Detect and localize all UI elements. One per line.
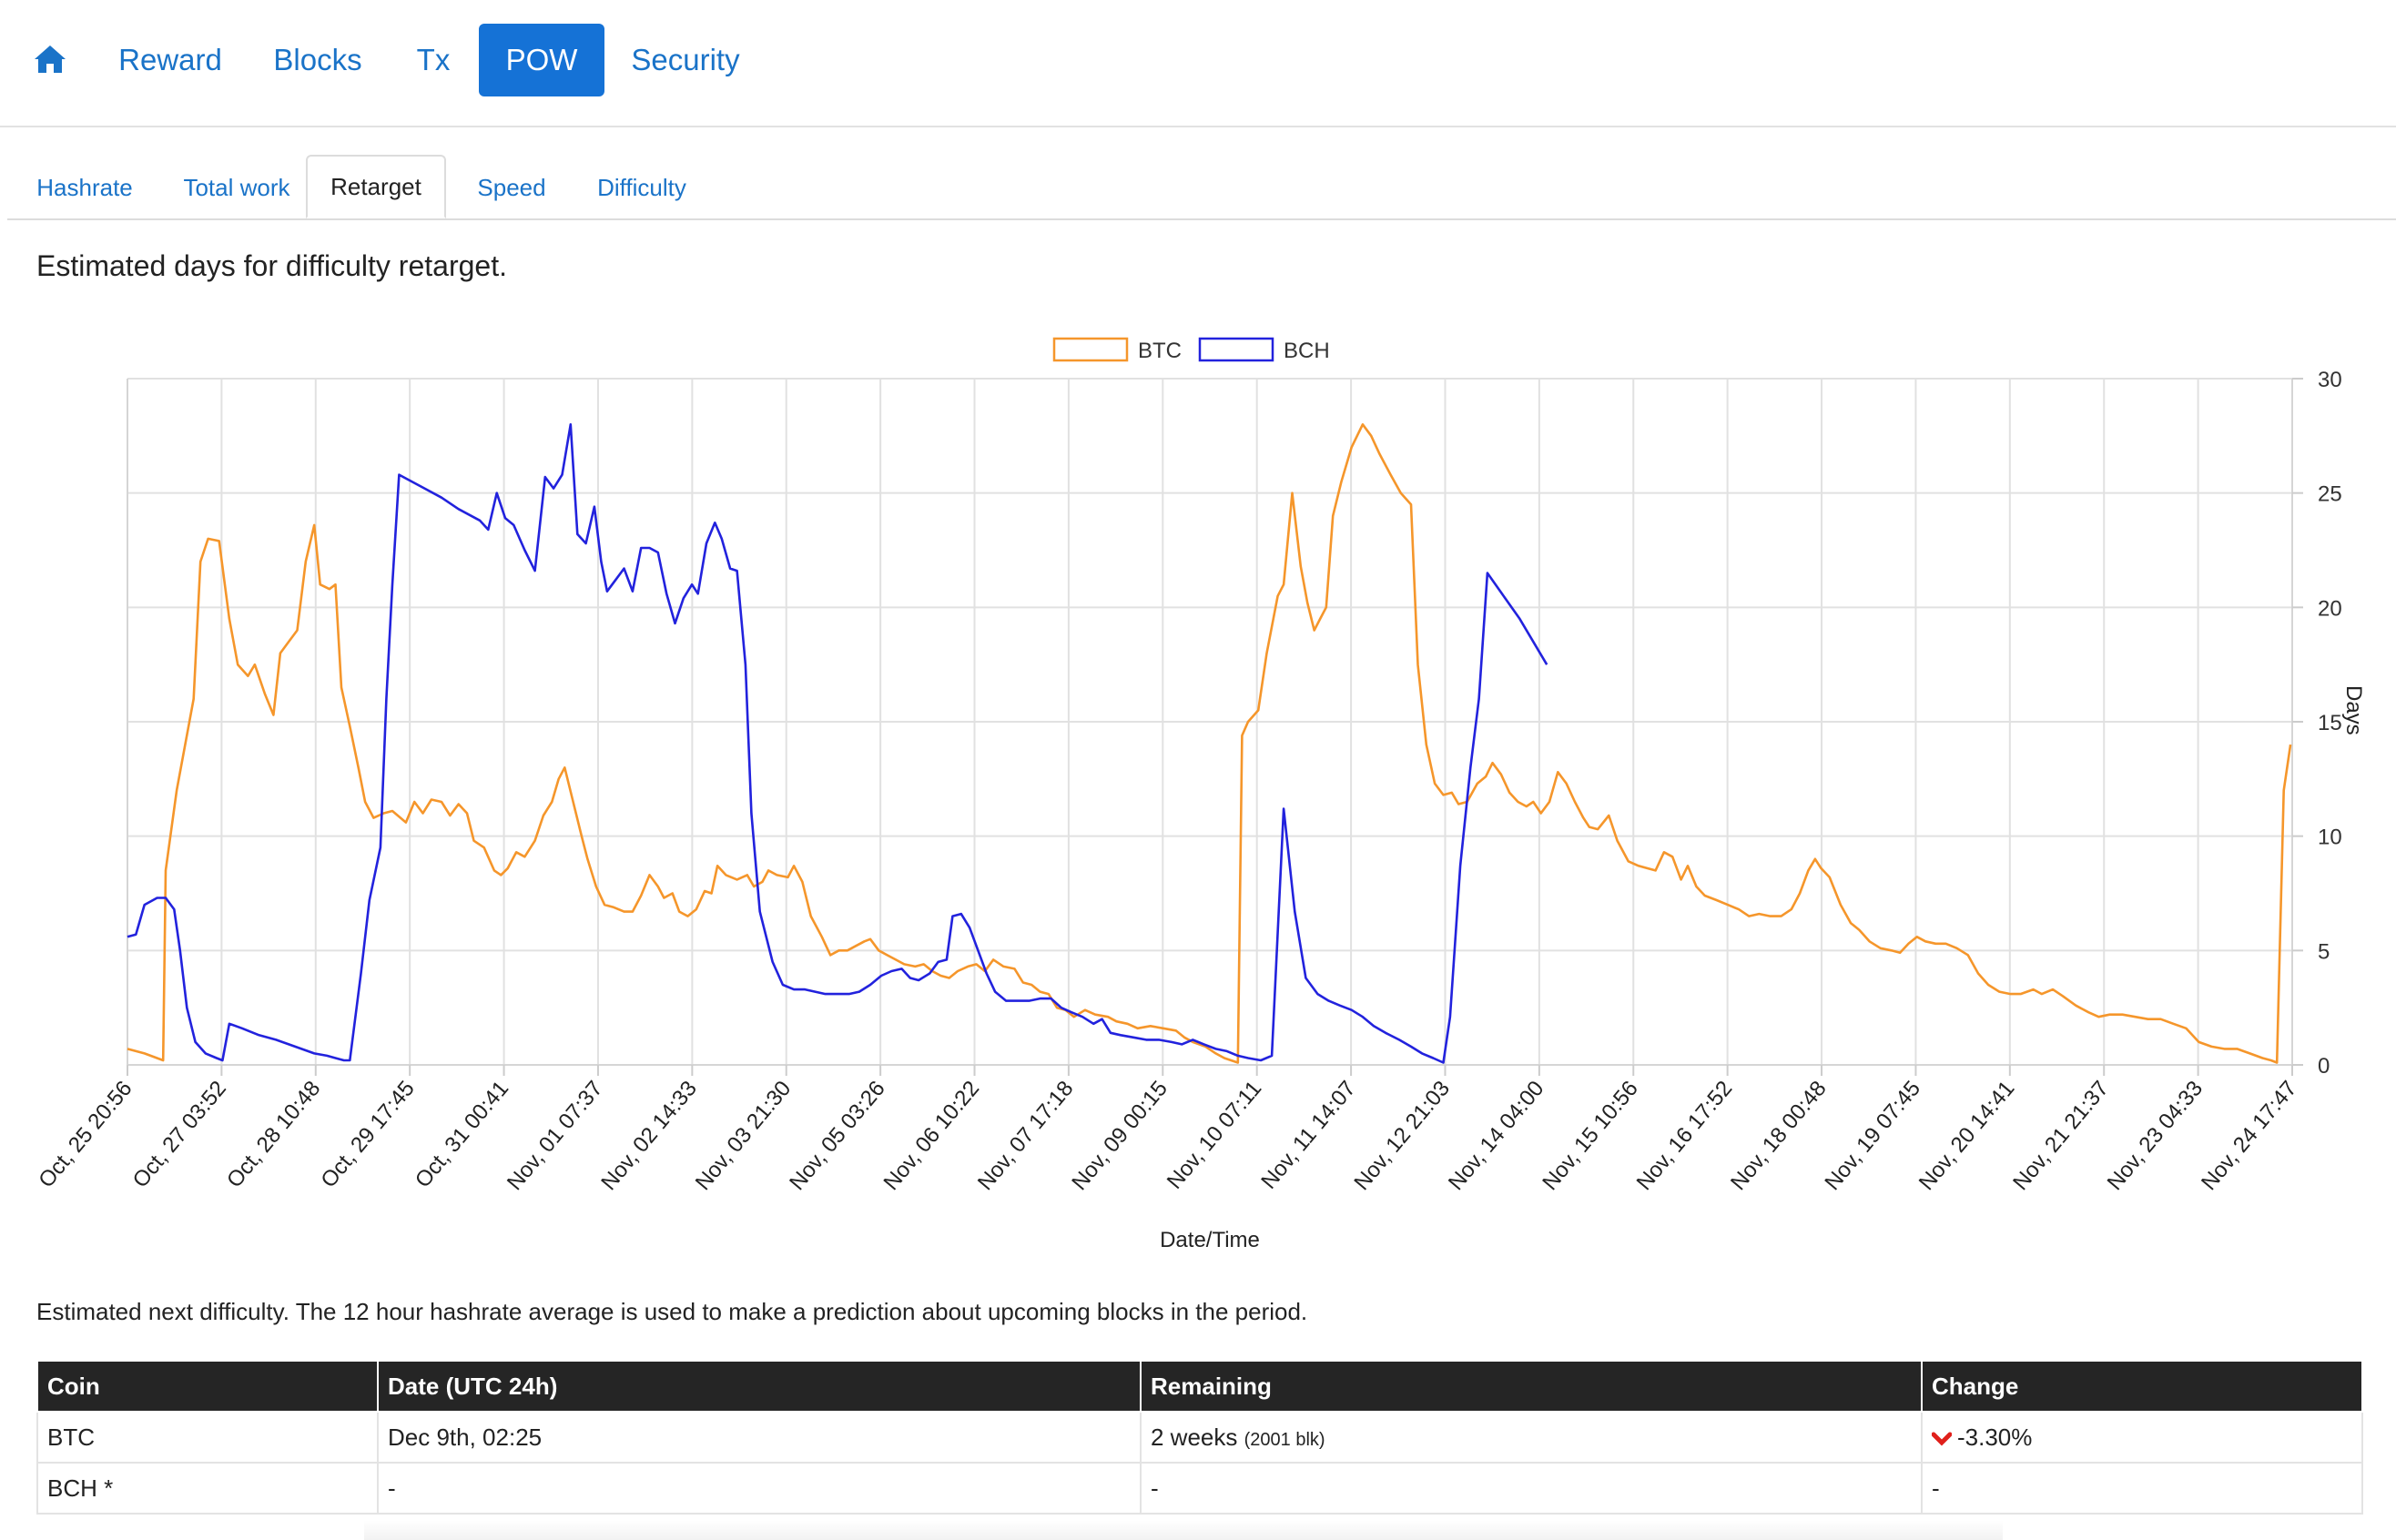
tab-hashrate[interactable]: Hashrate: [36, 174, 133, 201]
x-tick-label: Nov, 11 14:07: [1256, 1077, 1360, 1194]
date-cell: Dec 9th, 02:25: [377, 1411, 1142, 1464]
page-title: Estimated days for difficulty retarget.: [36, 249, 507, 282]
table-header-row: Coin Date (UTC 24h) Remaining Change: [36, 1360, 2363, 1413]
tab-difficulty[interactable]: Difficulty: [597, 174, 686, 201]
x-tick-label: Nov, 14 04:00: [1444, 1077, 1549, 1195]
col-change: Change: [1921, 1360, 2363, 1413]
coin-cell: BTC: [36, 1411, 379, 1464]
y-tick-label: 25: [2318, 482, 2342, 507]
x-tick-label: Oct, 28 10:48: [222, 1077, 325, 1193]
remaining-cell: 2 weeks (2001 blk): [1140, 1411, 1923, 1464]
footer-shade: [364, 1520, 2003, 1540]
chart-tabs: Hashrate Total work Retarget Speed Diffi…: [7, 155, 2396, 220]
x-tick-label: Oct, 27 03:52: [128, 1077, 231, 1193]
chart-series: [127, 423, 2292, 1064]
x-tick-label: Nov, 09 00:15: [1067, 1077, 1173, 1195]
x-tick-label: Nov, 19 07:45: [1820, 1077, 1925, 1195]
nav-blocks[interactable]: Blocks: [273, 43, 362, 76]
x-tick-label: Nov, 05 03:26: [785, 1077, 890, 1195]
date-cell: -: [377, 1462, 1142, 1515]
x-tick-label: Nov, 02 14:33: [596, 1077, 702, 1195]
series-line-btc: [127, 423, 2292, 1064]
legend-swatch-bch: [1198, 337, 1274, 362]
difficulty-table: Coin Date (UTC 24h) Remaining Change BTC…: [36, 1360, 2363, 1515]
home-icon[interactable]: [33, 44, 67, 75]
change-value: -3.30%: [1957, 1423, 2033, 1451]
x-tick-label: Nov, 10 07:11: [1162, 1077, 1266, 1194]
x-tick-label: Oct, 25 20:56: [34, 1077, 137, 1193]
main-nav: Reward Blocks Tx POW Security: [0, 0, 2396, 127]
x-tick-label: Nov, 21 21:37: [2008, 1077, 2114, 1195]
chart-legend: BTC BCH: [1052, 337, 1330, 363]
y-tick-label: 10: [2318, 826, 2342, 850]
y-axis: 0 5 10 15 20 25 30: [2292, 368, 2342, 1079]
x-tick-label: Nov, 23 04:33: [2103, 1077, 2208, 1195]
coin-cell: BCH *: [36, 1462, 379, 1515]
change-cell: -3.30%: [1921, 1411, 2363, 1464]
x-tick-label: Nov, 15 10:56: [1538, 1077, 1643, 1195]
series-line-bch: [127, 423, 1548, 1064]
x-tick-label: Nov, 16 17:52: [1632, 1077, 1738, 1195]
x-tick-label: Nov, 07 17:18: [973, 1077, 1079, 1195]
x-tick-label: Nov, 03 21:30: [691, 1077, 797, 1195]
x-tick-label: Nov, 20 14:41: [1914, 1077, 2020, 1195]
col-remaining: Remaining: [1140, 1360, 1923, 1413]
legend-label-bch: BCH: [1284, 339, 1330, 363]
x-tick-label: Nov, 06 10:22: [879, 1077, 985, 1195]
tab-retarget[interactable]: Retarget: [306, 155, 446, 218]
legend-label-btc: BTC: [1138, 339, 1182, 363]
y-tick-label: 20: [2318, 596, 2342, 621]
x-tick-label: Nov, 24 17:47: [2197, 1077, 2302, 1195]
nav-pow[interactable]: POW: [479, 24, 604, 96]
nav-reward[interactable]: Reward: [118, 43, 222, 76]
remaining-value: 2 weeks: [1151, 1423, 1238, 1451]
remaining-cell: -: [1140, 1462, 1923, 1515]
change-value: -: [1932, 1474, 1940, 1502]
chart-grid: [127, 378, 2293, 1066]
col-coin: Coin: [36, 1360, 379, 1413]
prediction-note: Estimated next difficulty. The 12 hour h…: [36, 1298, 1308, 1325]
y-tick-label: 30: [2318, 368, 2342, 392]
x-tick-label: Nov, 01 07:37: [503, 1077, 608, 1195]
x-tick-label: Oct, 31 00:41: [411, 1077, 513, 1193]
x-tick-label: Nov, 18 00:48: [1726, 1077, 1832, 1195]
y-tick-label: 0: [2318, 1054, 2330, 1079]
nav-security[interactable]: Security: [631, 43, 740, 76]
remaining-blocks: (2001 blk): [1244, 1429, 1325, 1450]
col-date: Date (UTC 24h): [377, 1360, 1142, 1413]
y-tick-label: 15: [2318, 711, 2342, 735]
x-axis-label: Date/Time: [1160, 1228, 1260, 1252]
y-axis-label: Days: [2341, 685, 2366, 735]
table-row: BTC Dec 9th, 02:25 2 weeks (2001 blk) -3…: [36, 1411, 2363, 1464]
tab-speed[interactable]: Speed: [477, 174, 546, 201]
tab-total-work[interactable]: Total work: [183, 174, 290, 201]
remaining-value: -: [1151, 1474, 1159, 1502]
change-cell: -: [1921, 1462, 2363, 1515]
table-row: BCH * - - -: [36, 1462, 2363, 1515]
x-tick-label: Nov, 12 21:03: [1349, 1077, 1455, 1195]
chevron-down-icon: [1932, 1432, 1952, 1446]
x-tick-label: Oct, 29 17:45: [316, 1077, 419, 1193]
y-tick-label: 5: [2318, 939, 2330, 964]
legend-swatch-btc: [1052, 337, 1129, 362]
nav-tx[interactable]: Tx: [416, 43, 451, 76]
